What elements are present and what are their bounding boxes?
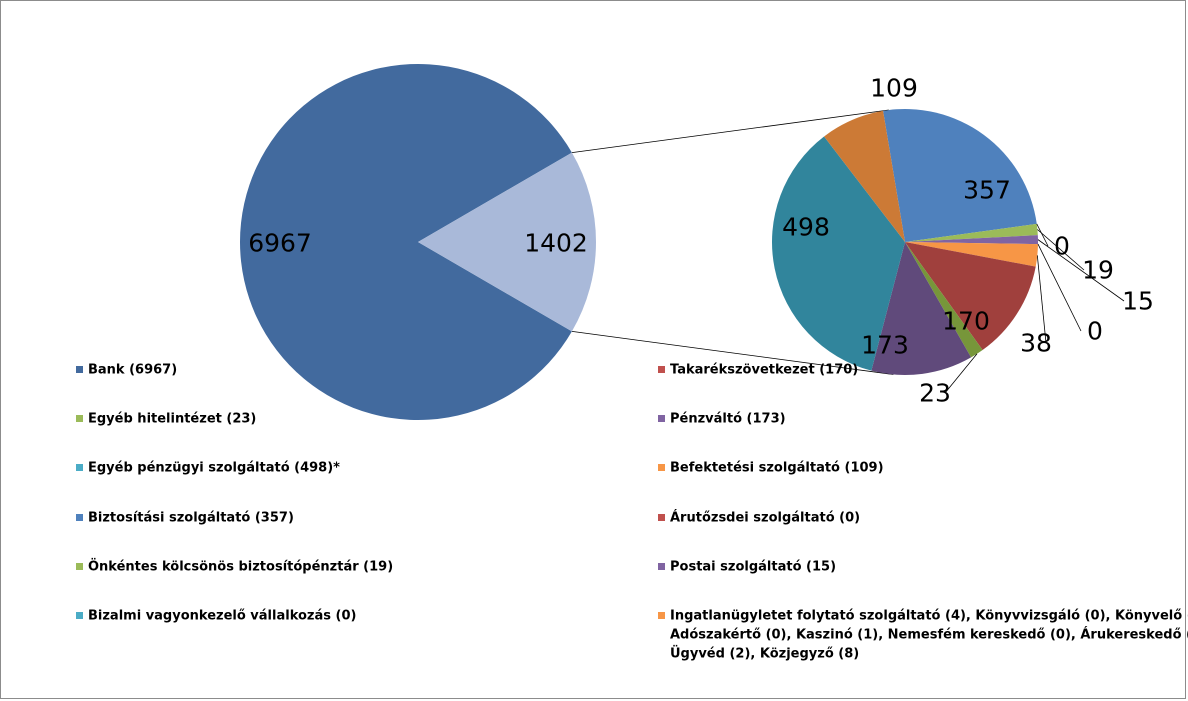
legend-label: Postai szolgáltató (15) xyxy=(670,560,836,575)
legend-swatch xyxy=(76,563,83,570)
secondary-slice-insurance xyxy=(883,108,1037,242)
legend-swatch xyxy=(76,612,83,619)
secondary-slice-voluntary_fund xyxy=(905,223,1038,242)
connector-line-bottom xyxy=(571,331,894,375)
connector-line-top xyxy=(571,109,889,153)
legend-item: Bank (6967) xyxy=(76,363,177,378)
main-label-bank: 6967 xyxy=(248,229,312,258)
secondary-slice-savings_coop xyxy=(905,242,1036,351)
secondary-slice-postal xyxy=(905,235,1038,245)
legend-label: Egyéb pénzügyi szolgáltató (498)* xyxy=(88,461,340,476)
secondary-slice-other_sectors xyxy=(905,242,1038,267)
secondary-label-other_sectors: 38 xyxy=(1020,329,1052,358)
secondary-label-voluntary_fund: 19 xyxy=(1082,256,1114,285)
legend-item: Befektetési szolgáltató (109) xyxy=(658,461,884,476)
legend-item: Önkéntes kölcsönös biztosítópénztár (19) xyxy=(76,559,393,575)
leader-line-other_sectors xyxy=(1036,255,1047,344)
legend-item: Árutőzsdei szolgáltató (0) xyxy=(658,510,860,526)
main-pie xyxy=(240,64,596,421)
legend-swatch xyxy=(658,514,665,521)
leader-line-postal xyxy=(1037,239,1125,302)
secondary-slice-other_credit xyxy=(905,242,983,358)
secondary-label-insurance: 357 xyxy=(963,176,1011,205)
legend-label: Árutőzsdei szolgáltató (0) xyxy=(670,510,860,526)
legend-label: Egyéb hitelintézet (23) xyxy=(88,412,256,427)
legend-swatch xyxy=(76,415,83,422)
legend-swatch xyxy=(658,464,665,471)
legend-label: Bank (6967) xyxy=(88,363,177,378)
secondary-label-postal: 15 xyxy=(1122,287,1154,316)
legend-label: Pénzváltó (173) xyxy=(670,412,786,427)
legend-item: Egyéb pénzügyi szolgáltató (498)* xyxy=(76,461,340,476)
legend-item: Takarékszövetkezet (170) xyxy=(658,363,858,378)
legend-item: Biztosítási szolgáltató (357) xyxy=(76,511,294,526)
leader-line-other_credit xyxy=(944,353,978,394)
legend-label: Takarékszövetkezet (170) xyxy=(670,363,858,378)
secondary-label-savings_coop: 170 xyxy=(942,307,990,336)
legend-label: Adószakértő (0), Kaszinó (1), Nemesfém k… xyxy=(670,627,1188,643)
legend: Bank (6967) Takarékszövetkezet (170) Egyéb… xyxy=(76,363,1188,662)
legend-item: Pénzváltó (173) xyxy=(658,412,786,427)
secondary-slice-investment xyxy=(824,110,905,243)
legend-swatch xyxy=(658,415,665,422)
secondary-label-commodity: 0 xyxy=(1054,232,1070,261)
legend-swatch xyxy=(76,366,83,373)
legend-swatch xyxy=(76,514,83,521)
secondary-label-exchange: 173 xyxy=(861,331,909,360)
legend-swatch xyxy=(76,464,83,471)
secondary-label-investment: 109 xyxy=(870,74,918,103)
data-labels: 6967 1402 357 0 19 15 0 38 170 23 173 498 109 xyxy=(248,74,1154,408)
secondary-slice-exchange xyxy=(871,242,972,376)
leader-line-voluntary_fund xyxy=(1037,229,1085,271)
connector-lines xyxy=(571,109,894,375)
legend-item: Bizalmi vagyonkezelő vállalkozás (0) xyxy=(76,609,356,624)
legend-label: Ingatlanügyletet folytató szolgáltató (4… xyxy=(670,609,1188,624)
leader-line-commodity xyxy=(1036,223,1049,247)
legend-label: Bizalmi vagyonkezelő vállalkozás (0) xyxy=(88,609,356,624)
secondary-slice-other_financial xyxy=(772,136,905,371)
legend-swatch xyxy=(658,563,665,570)
legend-swatch xyxy=(658,366,665,373)
legend-label: Biztosítási szolgáltató (357) xyxy=(88,511,294,526)
secondary-label-trust: 0 xyxy=(1087,317,1103,346)
main-slice-bank xyxy=(240,64,572,421)
legend-item: Egyéb hitelintézet (23) xyxy=(76,412,256,427)
main-label-other: 1402 xyxy=(524,229,588,258)
legend-label: Befektetési szolgáltató (109) xyxy=(670,461,884,476)
secondary-label-other_credit: 23 xyxy=(919,379,951,408)
legend-label: Önkéntes kölcsönös biztosítópénztár (19) xyxy=(88,559,393,575)
legend-swatch xyxy=(658,612,665,619)
legend-item: Postai szolgáltató (15) xyxy=(658,560,836,575)
secondary-label-other_financial: 498 xyxy=(782,213,830,242)
main-slice-other xyxy=(418,152,596,332)
secondary-pie xyxy=(772,108,1038,376)
leader-line-trust xyxy=(1037,243,1082,332)
legend-label: Ügyvéd (2), Közjegyző (8) xyxy=(670,646,859,662)
legend-item: Ingatlanügyletet folytató szolgáltató (4… xyxy=(658,609,1188,662)
